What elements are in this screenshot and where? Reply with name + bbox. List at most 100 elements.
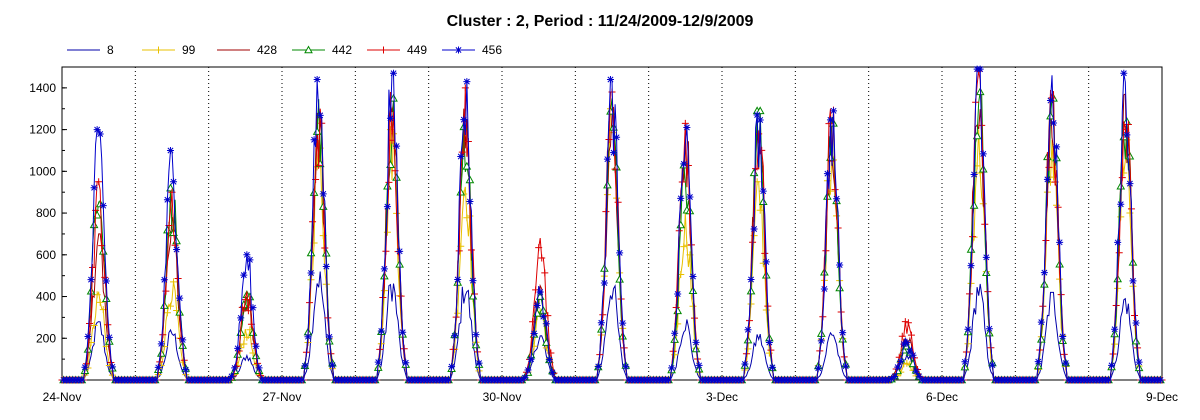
point-marker (1123, 131, 1131, 139)
point-marker (90, 321, 98, 329)
point-marker (622, 363, 630, 371)
point-marker (820, 285, 828, 293)
point-marker (313, 76, 321, 84)
point-marker (747, 276, 755, 284)
point-marker (87, 276, 95, 284)
y-tick-label: 800 (36, 206, 56, 220)
point-marker (388, 136, 396, 144)
point-marker (603, 180, 612, 189)
point-marker (761, 249, 769, 257)
point-marker (380, 46, 387, 54)
y-tick-label: 600 (36, 248, 56, 262)
point-marker (93, 126, 101, 134)
point-marker (619, 319, 627, 327)
point-marker (981, 268, 991, 277)
point-marker (1111, 340, 1119, 348)
point-marker (1118, 174, 1126, 182)
point-marker (244, 307, 252, 315)
point-marker (325, 333, 333, 341)
point-marker (545, 356, 553, 364)
point-marker (768, 363, 776, 371)
legend-label: 428 (257, 43, 277, 57)
point-marker (985, 325, 993, 333)
point-marker (597, 319, 605, 327)
point-marker (231, 364, 239, 372)
point-marker (1056, 238, 1064, 246)
point-marker (96, 298, 104, 306)
point-marker (315, 161, 323, 169)
point-marker (238, 303, 246, 311)
point-marker (98, 242, 106, 250)
x-tick-label: 9-Dec (1146, 390, 1178, 404)
legend-label: 8 (107, 43, 114, 57)
point-marker (448, 363, 456, 371)
point-marker (906, 348, 914, 356)
point-marker (958, 376, 966, 384)
point-marker (86, 319, 93, 327)
point-marker (243, 251, 251, 259)
series-line (62, 271, 1162, 381)
point-marker (603, 155, 611, 163)
point-marker (888, 375, 896, 383)
point-marker (823, 170, 831, 178)
point-marker (600, 279, 608, 287)
point-marker (1124, 121, 1132, 129)
point-marker (1043, 175, 1051, 183)
point-marker (383, 203, 391, 211)
point-marker (249, 304, 257, 312)
point-marker (310, 136, 318, 144)
point-marker (605, 135, 613, 143)
point-marker (752, 165, 760, 173)
point-marker (686, 193, 694, 201)
point-marker (979, 150, 987, 158)
point-marker (102, 277, 110, 285)
legend-label: 99 (182, 43, 196, 57)
point-marker (901, 318, 909, 326)
point-marker (527, 355, 535, 363)
point-marker (155, 46, 162, 54)
point-marker (961, 358, 969, 366)
point-marker (1120, 69, 1128, 77)
point-marker (225, 376, 233, 384)
point-marker (170, 178, 178, 186)
point-marker (328, 361, 336, 369)
point-marker (151, 376, 159, 384)
point-marker (615, 274, 624, 283)
point-marker (594, 362, 602, 370)
x-tick-label: 24-Nov (43, 390, 82, 404)
point-marker (374, 358, 382, 366)
point-marker (156, 348, 166, 357)
point-marker (170, 278, 178, 286)
legend-label: 442 (332, 43, 352, 57)
point-marker (1037, 318, 1045, 326)
point-marker (108, 363, 116, 371)
point-marker (691, 344, 701, 353)
point-marker (533, 301, 541, 309)
point-marker (756, 116, 764, 124)
legend-item: 8 (67, 43, 114, 57)
point-marker (1131, 336, 1141, 345)
point-marker (677, 194, 685, 202)
point-marker (898, 332, 906, 340)
point-marker (95, 178, 103, 186)
point-marker (1045, 163, 1053, 171)
point-marker (243, 333, 251, 341)
point-marker (1036, 334, 1046, 343)
point-marker (166, 302, 174, 310)
point-marker (842, 362, 850, 370)
point-marker (321, 244, 329, 252)
point-marker (982, 253, 990, 261)
point-marker (668, 364, 676, 372)
chart-title: Cluster : 2, Period : 11/24/2009-12/9/20… (447, 13, 754, 30)
point-marker (738, 376, 746, 384)
point-marker (390, 69, 398, 77)
point-marker (84, 332, 92, 340)
point-marker (457, 152, 465, 160)
point-marker (316, 111, 324, 119)
point-marker (544, 312, 552, 320)
legend: 8 99 428 442 449 456 (67, 43, 502, 57)
point-marker (762, 258, 770, 266)
point-marker (762, 306, 770, 314)
point-marker (610, 149, 618, 157)
point-marker (1108, 361, 1116, 369)
